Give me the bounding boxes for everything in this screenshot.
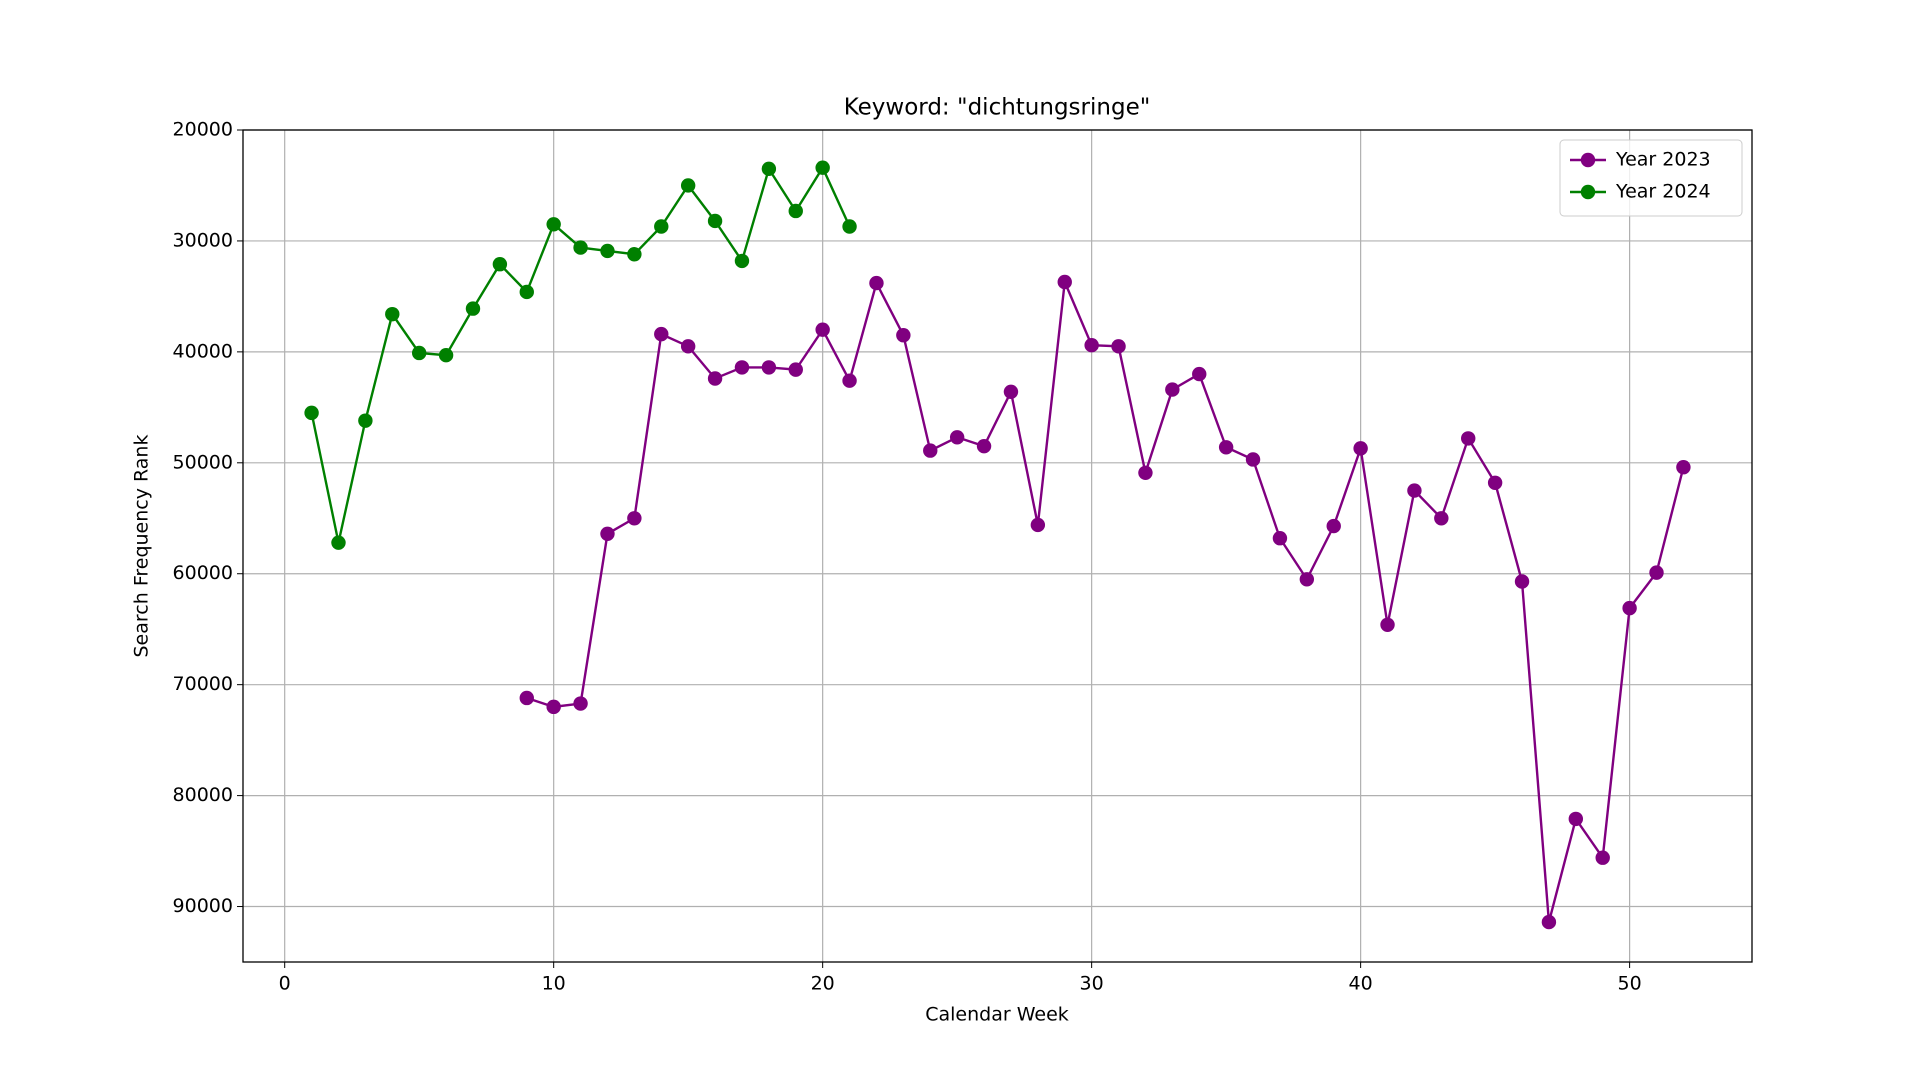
point xyxy=(465,301,481,316)
y-tick-label: 60000 xyxy=(173,562,233,584)
point xyxy=(627,511,642,526)
point xyxy=(1138,465,1153,480)
chart-title: Keyword: "dichtungsringe" xyxy=(844,95,1151,121)
y-tick-label: 80000 xyxy=(173,784,233,806)
plot-area xyxy=(304,160,1691,930)
point xyxy=(1514,574,1530,589)
point xyxy=(385,306,400,322)
y-tick-label: 20000 xyxy=(173,119,233,141)
point xyxy=(842,219,857,234)
point xyxy=(761,360,777,375)
point xyxy=(1461,431,1476,446)
point xyxy=(438,347,454,363)
point xyxy=(1434,511,1449,526)
point xyxy=(411,345,427,361)
y-tick-label: 40000 xyxy=(173,340,233,362)
legend-marker xyxy=(1580,184,1596,200)
point xyxy=(1272,531,1288,546)
point xyxy=(1649,565,1664,580)
point xyxy=(734,253,750,269)
point xyxy=(546,217,561,232)
point xyxy=(1622,600,1637,616)
point xyxy=(707,371,723,386)
legend-label: Year 2024 xyxy=(1615,181,1711,203)
point xyxy=(788,203,803,219)
y-axis-label: Search Frequency Rank xyxy=(131,435,153,658)
point xyxy=(519,284,534,300)
point xyxy=(680,339,696,354)
point xyxy=(1676,460,1691,475)
point xyxy=(734,360,750,375)
point xyxy=(707,213,723,229)
point xyxy=(304,405,319,421)
point xyxy=(788,362,803,377)
point xyxy=(1245,452,1261,467)
point xyxy=(923,443,938,458)
point xyxy=(358,413,373,428)
y-tick-label: 90000 xyxy=(173,895,233,917)
point xyxy=(869,275,884,291)
point xyxy=(573,696,588,711)
point xyxy=(815,322,830,337)
point xyxy=(1218,440,1234,455)
point xyxy=(331,535,346,550)
x-tick-label: 20 xyxy=(811,973,835,995)
point xyxy=(1030,517,1046,533)
point xyxy=(1192,366,1207,382)
x-tick-label: 50 xyxy=(1618,973,1642,995)
point xyxy=(600,526,615,541)
legend-marker xyxy=(1580,152,1596,168)
x-tick-label: 10 xyxy=(542,973,566,995)
y-tick-label: 30000 xyxy=(173,229,233,251)
point xyxy=(1111,339,1126,354)
legend: Year 2023 Year 2024 xyxy=(1559,139,1743,217)
point xyxy=(949,430,965,445)
x-tick-label: 0 xyxy=(279,973,291,995)
y-tick-label: 50000 xyxy=(173,451,233,473)
axes-frame xyxy=(242,129,1753,963)
point xyxy=(842,373,857,388)
point xyxy=(1541,914,1557,930)
point xyxy=(654,219,669,234)
point xyxy=(654,326,669,342)
x-tick-label: 40 xyxy=(1349,973,1373,995)
point xyxy=(1353,441,1368,456)
grid xyxy=(243,129,1752,962)
point xyxy=(1380,617,1395,632)
point xyxy=(519,690,534,706)
point xyxy=(1084,338,1099,353)
point xyxy=(1326,518,1341,534)
point xyxy=(1057,274,1072,290)
point xyxy=(1568,811,1584,827)
x-axis-label: Calendar Week xyxy=(925,1004,1069,1026)
point xyxy=(492,257,508,272)
point xyxy=(761,161,777,177)
point xyxy=(546,699,561,715)
point xyxy=(815,160,830,175)
y-tick-label: 70000 xyxy=(173,673,233,695)
point xyxy=(1407,483,1422,498)
point xyxy=(680,178,696,193)
point xyxy=(896,328,911,343)
legend-label: Year 2023 xyxy=(1615,149,1711,171)
point xyxy=(976,438,992,454)
point xyxy=(1595,850,1610,865)
point xyxy=(1165,382,1180,397)
point xyxy=(600,243,615,259)
point xyxy=(627,247,642,262)
x-tick-label: 30 xyxy=(1080,973,1104,995)
point xyxy=(1487,475,1503,490)
point xyxy=(1299,572,1315,587)
point xyxy=(573,240,588,255)
point xyxy=(1003,384,1019,400)
